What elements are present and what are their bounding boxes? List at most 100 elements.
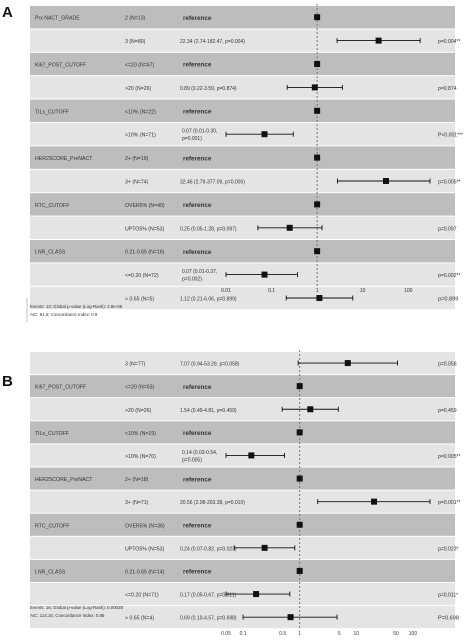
estimate-label: 32.46 (2.79-377.09, p=0.005) <box>180 180 245 186</box>
point-estimate <box>311 84 318 91</box>
point-estimate <box>261 544 268 551</box>
p-value-label: p=0.011* <box>438 593 458 599</box>
variable-label: LNR_CLASS <box>35 569 66 575</box>
axis-tick-label: 50 <box>393 631 399 637</box>
p-value-label: p=0.874 <box>438 86 457 92</box>
level-label: UPTO5% (N=53) <box>125 226 165 232</box>
level-label: >10% (N=71) <box>125 133 156 139</box>
level-label: <=20 (N=67) <box>125 63 155 69</box>
row-band <box>30 398 455 421</box>
variable-label: LNR_CLASS <box>35 250 66 256</box>
point-estimate <box>286 224 293 231</box>
axis-tick-label: 0.1 <box>240 631 247 637</box>
variable-label: HER2SCORE_PreNACT <box>35 156 93 162</box>
estimate-label: 0.14 (0.03-0.54, <box>182 450 217 456</box>
level-label: 2+ (N=18) <box>125 477 149 483</box>
reference-label: reference <box>183 249 212 256</box>
point-estimate <box>382 178 389 184</box>
point-estimate <box>316 295 323 301</box>
row-band <box>30 76 455 99</box>
estimate-label: 0.07 (0.01-0.30, <box>182 129 217 135</box>
point-estimate <box>314 107 321 114</box>
p-value-label: p=0.459 <box>438 408 457 414</box>
axis-tick-label: 0.01 <box>221 288 231 294</box>
variable-label: TILs_CUTOFF <box>35 431 69 437</box>
point-estimate <box>296 383 303 390</box>
level-label: 2 (N=13) <box>125 16 146 22</box>
level-label: OVER5% (N=40) <box>125 203 165 209</box>
row-band <box>30 99 455 122</box>
row-band <box>30 29 455 52</box>
level-label: > 0.65 (N=5) <box>125 297 154 303</box>
row-band <box>30 193 455 216</box>
row-band <box>30 375 455 398</box>
reference-label: reference <box>183 109 212 116</box>
row-band <box>30 286 455 310</box>
point-estimate <box>261 271 268 278</box>
point-estimate <box>261 131 268 138</box>
reference-label: reference <box>183 476 212 483</box>
level-label: UPTO5% (N=53) <box>125 546 165 552</box>
variable-label: TILs_CUTOFF <box>35 109 69 115</box>
row-band <box>30 169 455 193</box>
axis-tick-label: 1 <box>316 288 319 294</box>
axis-tick-label: 0.05 <box>221 631 231 637</box>
level-label: <=0.20 (N=72) <box>125 273 159 279</box>
axis-tick-label: 0.5 <box>279 631 286 637</box>
row-band <box>30 146 455 169</box>
level-label: 3+ (N=74) <box>125 180 149 186</box>
p-value-label: P<0.001*** <box>438 133 463 139</box>
row-band <box>30 490 455 513</box>
axis-tick-label: 5 <box>338 631 341 637</box>
variable-label: Ki67_POST_CUTOFF <box>35 385 86 391</box>
level-label: 0.21-0.65 (N=16) <box>125 250 165 256</box>
level-label: <=0.20 (N=71) <box>125 593 159 599</box>
footer-text: AIC: 81.6; Concordance Index: 0.9 <box>30 312 98 317</box>
point-estimate <box>314 248 321 255</box>
point-estimate <box>296 429 303 436</box>
level-label: <10% (N=19) <box>125 431 156 437</box>
row-band <box>30 559 455 582</box>
reference-label: reference <box>183 155 212 162</box>
reference-label: reference <box>183 522 212 529</box>
level-label: >20 (N=26) <box>125 86 152 92</box>
point-estimate <box>296 521 303 528</box>
point-estimate <box>371 498 378 505</box>
row-band <box>30 240 455 263</box>
estimate-label: 0.89 (0.22-3.59, p=0.874) <box>180 86 237 92</box>
estimate-label: 20.56 (2.08-203.38, p=0.010) <box>180 500 245 506</box>
level-label: <10% (N=22) <box>125 109 156 115</box>
estimate-label: 0.17 (0.05-0.67, p=0.011) <box>180 593 237 599</box>
point-estimate <box>287 614 294 621</box>
point-estimate <box>375 37 382 44</box>
p-value-label: p=0.058 <box>438 362 457 368</box>
estimate-label: 0.24 (0.07-0.82, p=0.023) <box>180 546 237 552</box>
reference-label: reference <box>183 430 212 437</box>
axis-tick-label: 1 <box>298 631 301 637</box>
panel-label-a: A <box>2 4 13 21</box>
point-estimate <box>314 154 321 161</box>
row-band <box>30 513 455 536</box>
row-band <box>30 606 455 629</box>
row-band <box>30 421 455 444</box>
estimate-label: 1.12 (0.21-6.06, p=0.899) <box>180 297 237 303</box>
reference-label: reference <box>183 202 212 209</box>
axis-tick-label: 10 <box>354 631 360 637</box>
point-estimate <box>307 406 314 413</box>
estimate-label: 0.07 (0.01-0.37, <box>182 269 217 275</box>
row-band <box>30 467 455 490</box>
reference-label: reference <box>183 62 212 69</box>
estimate-label: 22.34 (2.74-182.47, p=0.004) <box>180 39 245 45</box>
p-value-label: p=0.004** <box>438 39 461 45</box>
panel-label-b: B <box>2 373 13 390</box>
point-estimate <box>296 475 303 482</box>
level-label: 2+ (N=19) <box>125 156 149 162</box>
level-label: > 0.65 (N=4) <box>125 616 154 622</box>
reference-label: reference <box>183 384 212 391</box>
p-value-label: p=0.097 <box>438 226 457 232</box>
variable-label: Prx NACT_GRADE <box>35 16 80 22</box>
variable-label: Ki67_POST_CUTOFF <box>35 63 86 69</box>
p-value-label: P=0.698 <box>438 616 459 622</box>
footer-text: AIC: 114.16; Concordance Index: 0.85 <box>30 613 105 618</box>
axis-tick-label: 100 <box>404 288 413 294</box>
